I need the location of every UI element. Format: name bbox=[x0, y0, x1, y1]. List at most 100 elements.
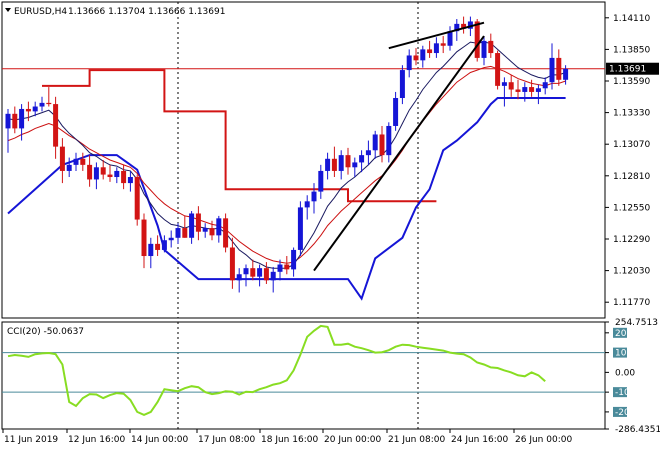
candle-body bbox=[386, 125, 392, 156]
x-tick-label: 18 Jun 16:00 bbox=[261, 435, 318, 445]
candle-body bbox=[311, 191, 317, 202]
cci-y-tick-label: 254.7513 bbox=[615, 318, 658, 328]
candle-body bbox=[257, 268, 263, 277]
candle-body bbox=[53, 104, 59, 147]
lower-band-line bbox=[7, 97, 566, 301]
trendline bbox=[388, 21, 485, 50]
current-price-label: 1.13691 bbox=[609, 65, 646, 75]
y-tick-label: 1.11770 bbox=[613, 298, 650, 308]
x-tick-label: 11 Jun 2019 bbox=[4, 435, 58, 445]
cci-y-tick-label: 100 bbox=[615, 349, 632, 359]
candle-body bbox=[100, 167, 106, 175]
candle-body bbox=[250, 268, 256, 277]
candle-body bbox=[427, 49, 433, 54]
candle-body bbox=[318, 170, 324, 192]
candle-body bbox=[399, 70, 405, 99]
candle-body bbox=[25, 108, 31, 112]
y-tick-label: 1.13330 bbox=[613, 109, 650, 119]
candle-body bbox=[549, 57, 555, 83]
candle-body bbox=[304, 201, 310, 208]
slow-ma-line bbox=[7, 65, 566, 264]
candle-body bbox=[522, 87, 528, 92]
y-tick-label: 1.13070 bbox=[613, 140, 650, 150]
candle-body bbox=[352, 162, 358, 168]
trendlines bbox=[313, 21, 485, 272]
candle-body bbox=[393, 98, 399, 126]
candle-body bbox=[542, 82, 548, 89]
candle-body bbox=[331, 158, 337, 171]
cci-panel-frame bbox=[1, 321, 606, 430]
y-tick-label: 1.12030 bbox=[613, 267, 650, 277]
x-tick-label: 17 Jun 08:00 bbox=[198, 435, 255, 445]
candle-body bbox=[420, 49, 426, 61]
candle-body bbox=[325, 158, 331, 171]
candle-body bbox=[134, 177, 140, 220]
candle-body bbox=[229, 247, 235, 281]
y-tick-label: 1.14110 bbox=[613, 14, 650, 24]
candle-body bbox=[379, 134, 385, 156]
cci-level-tag bbox=[613, 387, 627, 398]
candle-body bbox=[270, 271, 276, 281]
candle-body bbox=[277, 264, 283, 272]
x-tick-label: 12 Jun 16:00 bbox=[68, 435, 125, 445]
candle-body bbox=[495, 53, 501, 86]
candle-body bbox=[182, 228, 188, 238]
candle-body bbox=[59, 146, 65, 171]
candle-body bbox=[413, 55, 419, 61]
chart-title: EURUSD,H4 bbox=[14, 7, 67, 17]
candle-body bbox=[5, 113, 11, 129]
candle-body bbox=[223, 218, 229, 248]
candles bbox=[5, 16, 569, 293]
x-tick-label: 26 Jun 00:00 bbox=[515, 435, 572, 445]
candle-body bbox=[488, 40, 494, 54]
candle-body bbox=[556, 57, 562, 80]
candle-body bbox=[141, 219, 147, 257]
candle-body bbox=[338, 155, 344, 171]
cci-series-line bbox=[7, 324, 546, 416]
cci-line bbox=[7, 324, 546, 416]
candle-body bbox=[263, 268, 269, 281]
candle-body bbox=[216, 218, 222, 236]
x-tick-label: 24 Jun 16:00 bbox=[451, 435, 508, 445]
price-panel-frame bbox=[1, 1, 606, 319]
candle-body bbox=[46, 102, 52, 105]
cci-level-tag bbox=[613, 406, 627, 417]
candle-body bbox=[155, 243, 161, 250]
candle-body bbox=[80, 158, 86, 165]
candle-body bbox=[202, 228, 208, 232]
candle-body bbox=[168, 237, 174, 241]
candle-body bbox=[291, 249, 297, 270]
cci-y-tick-label: -286.4351 bbox=[615, 425, 660, 435]
ohlc-readout: 1.13666 1.13704 1.13666 1.13691 bbox=[68, 7, 225, 17]
candle-body bbox=[359, 155, 365, 163]
candle-body bbox=[148, 243, 154, 257]
candle-body bbox=[508, 82, 514, 90]
x-tick-label: 20 Jun 00:00 bbox=[324, 435, 381, 445]
cci-y-tick-label: -200 bbox=[615, 408, 636, 418]
candle-body bbox=[19, 108, 25, 129]
candle-body bbox=[39, 102, 45, 107]
candle-body bbox=[433, 43, 439, 54]
dropdown-triangle-icon[interactable] bbox=[5, 8, 11, 12]
candle-body bbox=[189, 213, 195, 238]
candle-body bbox=[440, 43, 446, 46]
cci-y-tick-label: -100 bbox=[615, 388, 636, 398]
upper-band-line bbox=[42, 69, 437, 203]
y-tick-label: 1.13850 bbox=[613, 45, 650, 55]
y-tick-label: 1.12290 bbox=[613, 235, 650, 245]
cci-title: CCI(20) -50.0637 bbox=[7, 327, 84, 337]
y-tick-label: 1.12550 bbox=[613, 203, 650, 213]
candle-body bbox=[236, 274, 242, 281]
candle-body bbox=[365, 150, 371, 156]
candle-body bbox=[481, 40, 487, 58]
candle-body bbox=[114, 170, 120, 178]
candle-body bbox=[474, 21, 480, 58]
axis-labels: 1.14110 1.13850 1.13590 1.13330 1.13070 1.128… bbox=[2, 14, 660, 445]
candle-body bbox=[93, 167, 99, 180]
band-lines bbox=[7, 69, 566, 301]
candle-body bbox=[563, 68, 569, 80]
candle-body bbox=[243, 268, 249, 275]
candle-body bbox=[467, 21, 473, 29]
grid bbox=[2, 2, 605, 429]
candle-body bbox=[501, 82, 507, 86]
